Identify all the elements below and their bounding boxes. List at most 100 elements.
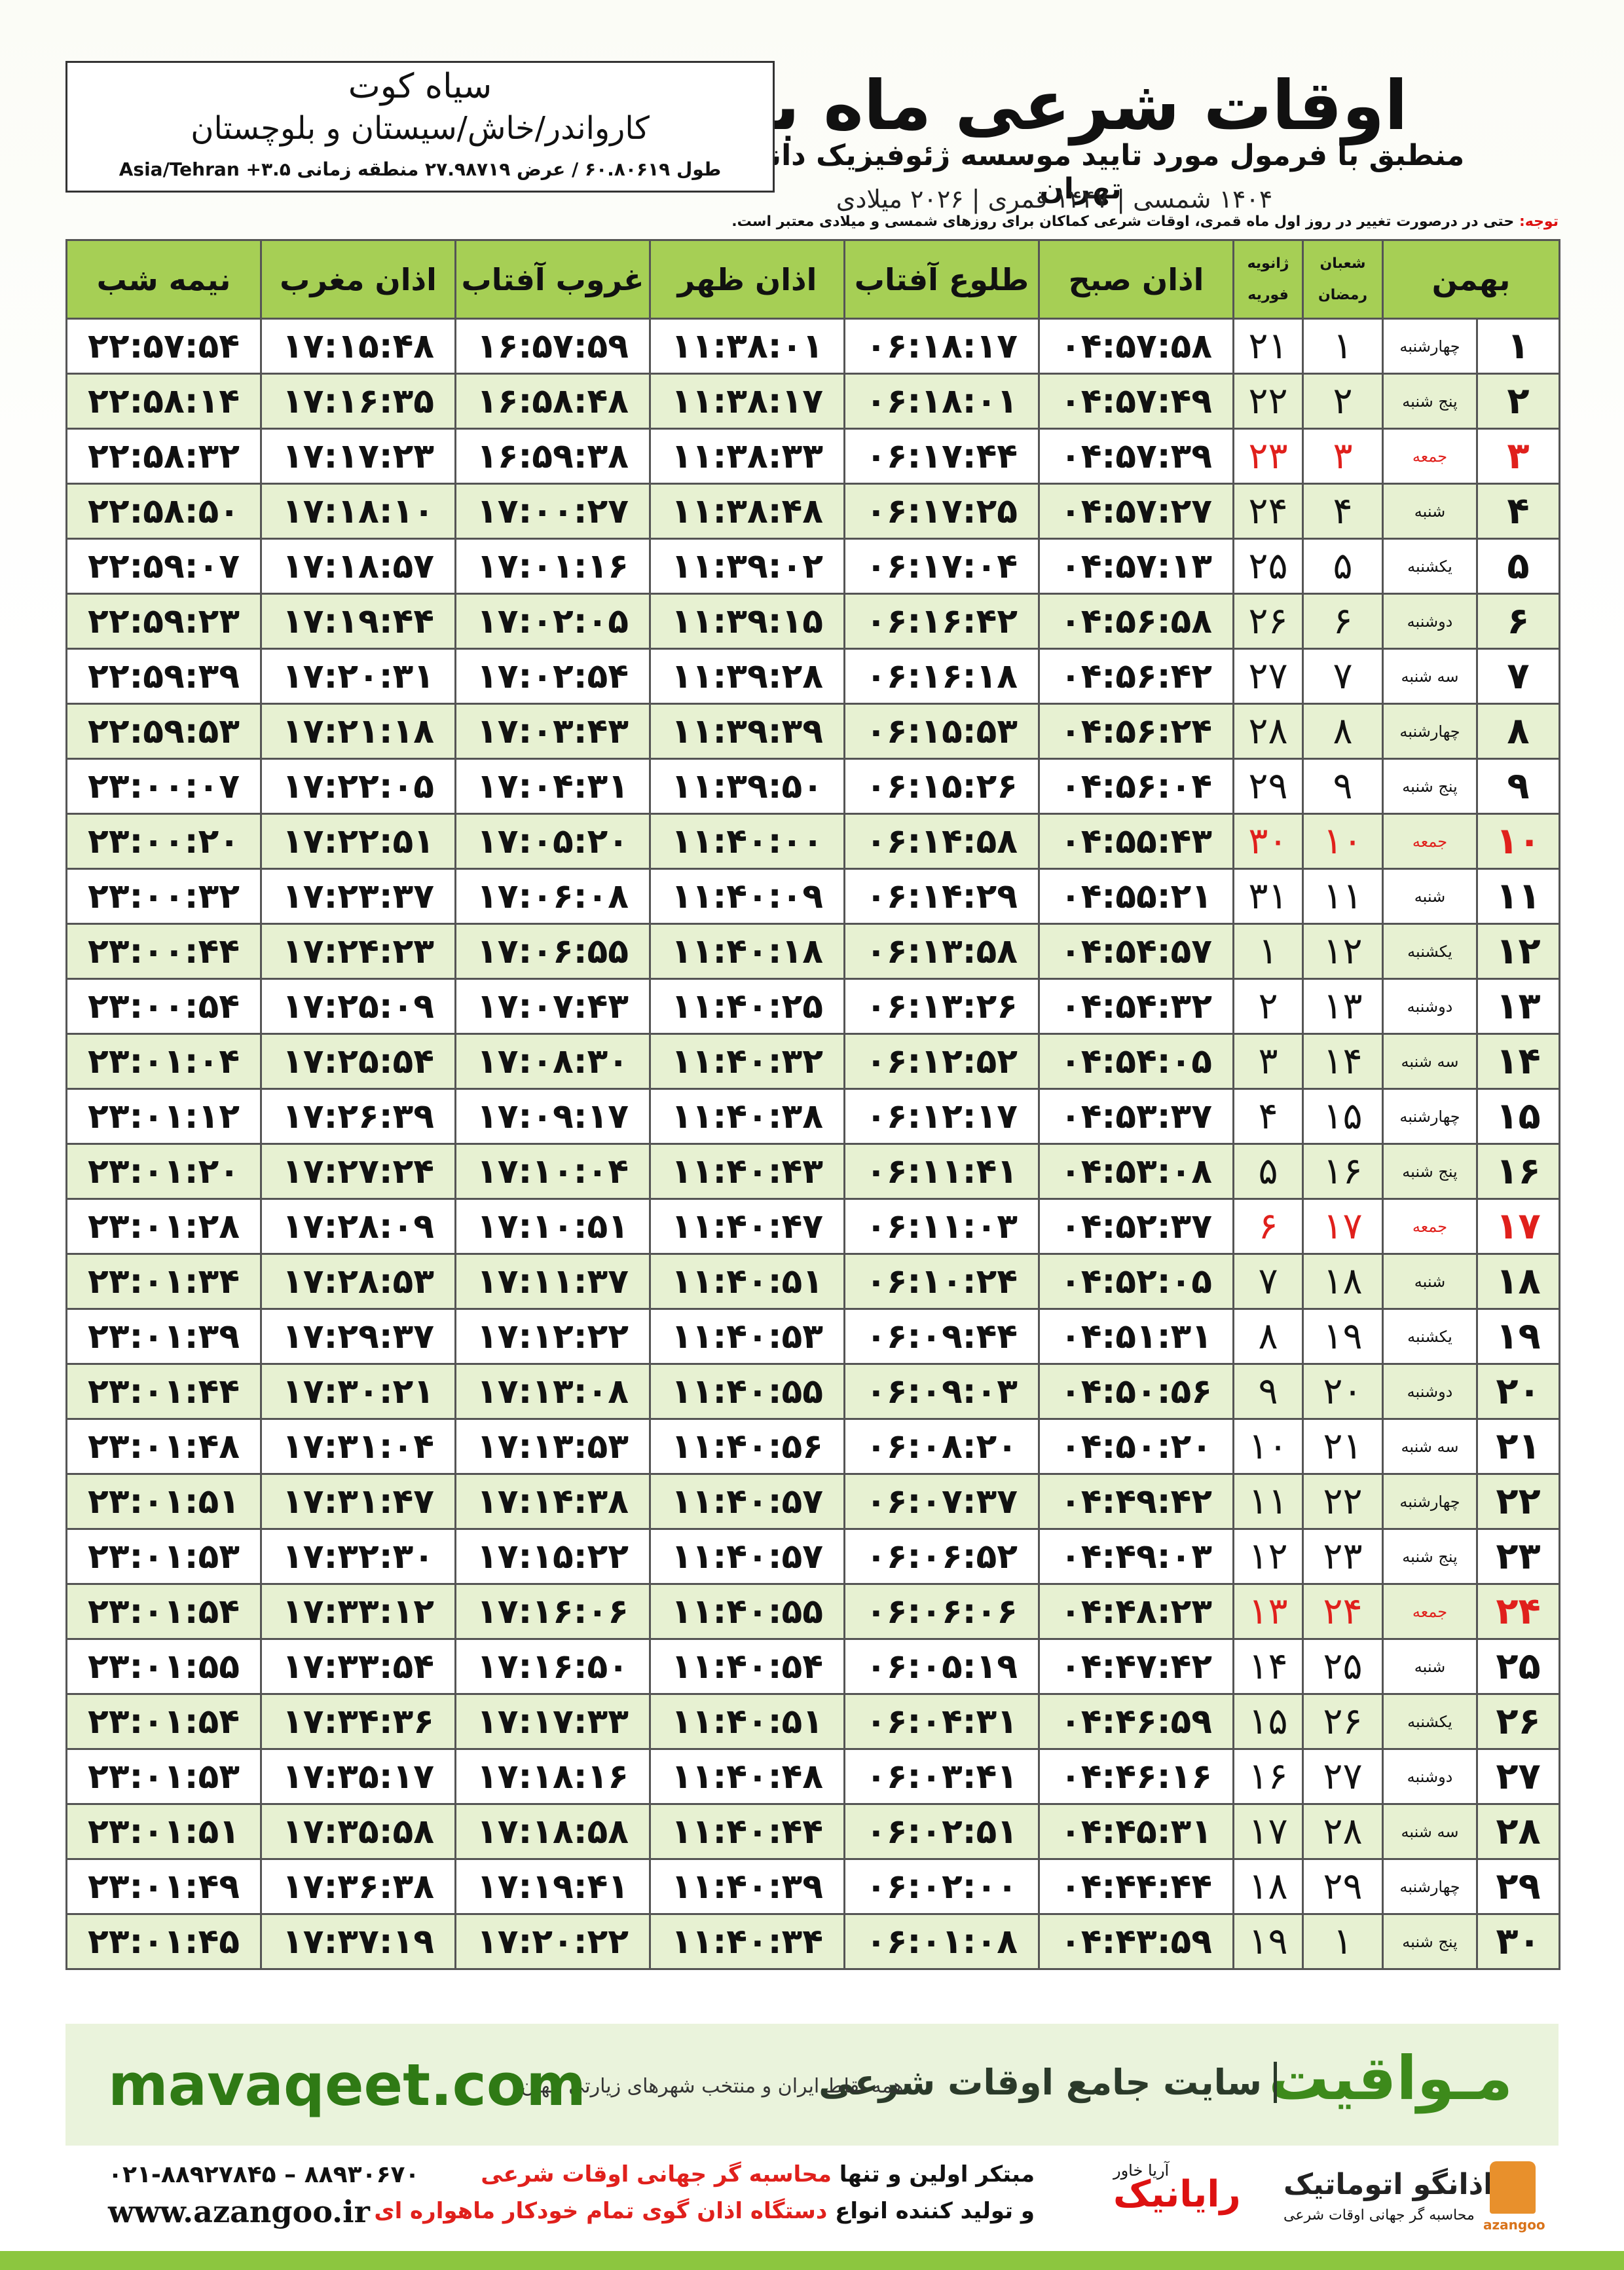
dates: ۱۴۰۴ شمسی | ۱۴۴۷ قمری | ۲۰۲۶ میلادی [836,185,1273,214]
midnight: ۲۲:۵۸:۳۲ [65,428,262,485]
weekday: پنج شنبه [1382,1528,1478,1585]
day-number: ۲۷ [1476,1748,1560,1805]
sunset: ۱۷:۰۱:۱۶ [454,538,651,595]
maghrib: ۱۷:۲۳:۳۷ [260,868,456,925]
hijri-day: ۲۵ [1302,1638,1384,1695]
gregorian-day: ۲۹ [1232,758,1304,815]
weekday: جمعه [1382,1583,1478,1640]
fajr: ۰۴:۵۱:۳۱ [1038,1308,1234,1365]
midnight: ۲۲:۵۹:۲۳ [65,593,262,650]
hijri-day: ۲۰ [1302,1363,1384,1420]
day-number: ۲۲ [1476,1473,1560,1530]
weekday: چهارشنبه [1382,1858,1478,1915]
midnight: ۲۳:۰۱:۵۳ [65,1528,262,1585]
hijri-day: ۲۱ [1302,1418,1384,1475]
midnight: ۲۳:۰۱:۳۴ [65,1253,262,1310]
weekday: یکشنبه [1382,538,1478,595]
maghrib: ۱۷:۳۱:۰۴ [260,1418,456,1475]
header-row: بهمن شعبان رمضان ژانویه فوریه اذان صبح طلوع… [65,239,1560,320]
weekday: دوشنبه [1382,978,1478,1035]
gregorian-day: ۲۶ [1232,593,1304,650]
weekday: دوشنبه [1382,1363,1478,1420]
weekday: سه شنبه [1382,1418,1478,1475]
gregorian-day: ۹ [1232,1363,1304,1420]
sunrise: ۰۶:۱۷:۰۴ [843,538,1040,595]
midnight: ۲۲:۵۷:۵۴ [65,318,262,375]
midnight: ۲۳:۰۱:۵۱ [65,1473,262,1530]
weekday: سه شنبه [1382,1803,1478,1860]
sunset: ۱۷:۱۰:۵۱ [454,1198,651,1255]
hijri-day: ۱۶ [1302,1143,1384,1200]
day-number: ۵ [1476,538,1560,595]
weekday: جمعه [1382,813,1478,870]
maghrib: ۱۷:۳۴:۳۶ [260,1693,456,1750]
weekday: یکشنبه [1382,1308,1478,1365]
dhuhr: ۱۱:۳۹:۳۹ [649,703,845,760]
sunrise: ۰۶:۱۸:۱۷ [843,318,1040,375]
table-row: ۱۲ یکشنبه ۱۲ ۱ ۰۴:۵۴:۵۷ ۰۶:۱۳:۵۸ ۱۱:۴۰:۱۸ ۱۷:۰۶… [65,923,1560,980]
sunrise: ۰۶:۰۹:۴۴ [843,1308,1040,1365]
sunset: ۱۷:۱۵:۲۲ [454,1528,651,1585]
weekday: سه شنبه [1382,1033,1478,1090]
dhuhr: ۱۱:۴۰:۵۷ [649,1528,845,1585]
maghrib: ۱۷:۲۸:۵۳ [260,1253,456,1310]
day-number: ۱۳ [1476,978,1560,1035]
hijri-day: ۷ [1302,648,1384,705]
scope: همه نقاط ایران و منتخب شهرهای زیارتی جها… [521,2075,904,2098]
fajr: ۰۴:۵۶:۵۸ [1038,593,1234,650]
sunset: ۱۷:۱۱:۳۷ [454,1253,651,1310]
midnight: ۲۲:۵۸:۱۴ [65,373,262,430]
maghrib: ۱۷:۳۳:۱۲ [260,1583,456,1640]
table-row: ۲۶ یکشنبه ۲۶ ۱۵ ۰۴:۴۶:۵۹ ۰۶:۰۴:۳۱ ۱۱:۴۰:۵۱ ۱۷:۱… [65,1693,1560,1750]
hijri-day: ۱۷ [1302,1198,1384,1255]
dhuhr: ۱۱:۴۰:۵۴ [649,1638,845,1695]
gregorian-day: ۱۰ [1232,1418,1304,1475]
sunrise: ۰۶:۰۱:۰۸ [843,1913,1040,1970]
hijri-day: ۵ [1302,538,1384,595]
sunset: ۱۷:۱۳:۰۸ [454,1363,651,1420]
day-number: ۱ [1476,318,1560,375]
weekday: جمعه [1382,428,1478,485]
dhuhr: ۱۱:۴۰:۵۵ [649,1583,845,1640]
dhuhr: ۱۱:۴۰:۳۴ [649,1913,845,1970]
header-time: اذان مغرب [260,239,456,320]
day-number: ۳۰ [1476,1913,1560,1970]
maghrib: ۱۷:۱۶:۳۵ [260,373,456,430]
dhuhr: ۱۱:۴۰:۵۱ [649,1253,845,1310]
sunrise: ۰۶:۱۲:۱۷ [843,1088,1040,1145]
dhuhr: ۱۱:۳۸:۴۸ [649,483,845,540]
fajr: ۰۴:۵۲:۳۷ [1038,1198,1234,1255]
table-row: ۲۲ چهارشنبه ۲۲ ۱۱ ۰۴:۴۹:۴۲ ۰۶:۰۷:۳۷ ۱۱:۴۰:۵۷ ۱۷… [65,1473,1560,1530]
gregorian-day: ۴ [1232,1088,1304,1145]
maghrib: ۱۷:۲۵:۰۹ [260,978,456,1035]
website: www.azangoo.ir [108,2194,370,2229]
fajr: ۰۴:۵۶:۴۲ [1038,648,1234,705]
gregorian-day: ۶ [1232,1198,1304,1255]
sunrise: ۰۶:۱۰:۲۴ [843,1253,1040,1310]
gregorian-day: ۳۱ [1232,868,1304,925]
maghrib: ۱۷:۲۵:۵۴ [260,1033,456,1090]
maghrib: ۱۷:۳۵:۵۸ [260,1803,456,1860]
hijri-day: ۲۳ [1302,1528,1384,1585]
hijri-day: ۱۴ [1302,1033,1384,1090]
sunset: ۱۷:۰۲:۰۵ [454,593,651,650]
midnight: ۲۳:۰۱:۳۹ [65,1308,262,1365]
dhuhr: ۱۱:۴۰:۳۹ [649,1858,845,1915]
maghrib: ۱۷:۲۹:۳۷ [260,1308,456,1365]
midnight: ۲۳:۰۰:۵۴ [65,978,262,1035]
hijri-day: ۱۸ [1302,1253,1384,1310]
maghrib: ۱۷:۱۷:۲۳ [260,428,456,485]
sunrise: ۰۶:۱۱:۰۳ [843,1198,1040,1255]
table-row: ۲۹ چهارشنبه ۲۹ ۱۸ ۰۴:۴۴:۴۴ ۰۶:۰۲:۰۰ ۱۱:۴۰:۳۹ ۱۷… [65,1858,1560,1915]
gregorian-day: ۲۳ [1232,428,1304,485]
table-row: ۱۰ جمعه ۱۰ ۳۰ ۰۴:۵۵:۴۳ ۰۶:۱۴:۵۸ ۱۱:۴۰:۰۰ ۱۷:۰۵:… [65,813,1560,870]
weekday: چهارشنبه [1382,703,1478,760]
midnight: ۲۳:۰۰:۴۴ [65,923,262,980]
bottom-bar [0,2251,1624,2270]
logo-icon [1490,2161,1536,2214]
dhuhr: ۱۱:۴۰:۳۲ [649,1033,845,1090]
weekday: پنج شنبه [1382,1913,1478,1970]
table-row: ۲۸ سه شنبه ۲۸ ۱۷ ۰۴:۴۵:۳۱ ۰۶:۰۲:۵۱ ۱۱:۴۰:۴۴ ۱۷:… [65,1803,1560,1860]
table-row: ۳۰ پنج شنبه ۱ ۱۹ ۰۴:۴۳:۵۹ ۰۶:۰۱:۰۸ ۱۱:۴۰:۳۴ ۱۷:… [65,1913,1560,1970]
